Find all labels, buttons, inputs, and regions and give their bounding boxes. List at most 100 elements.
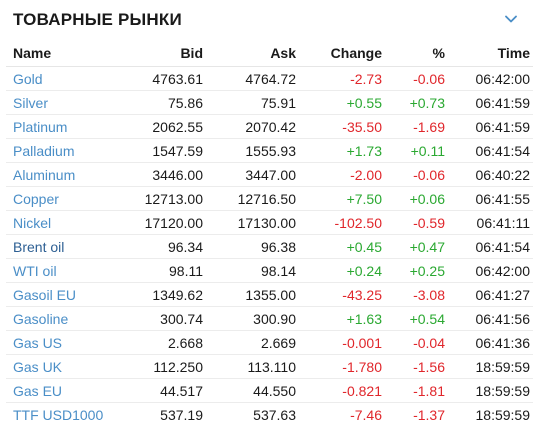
bid-cell: 112.250 xyxy=(121,354,203,379)
commodity-name-cell: Platinum xyxy=(6,114,121,139)
table-row[interactable]: Copper 12713.00 12716.50 +7.50 +0.06 06:41:55 xyxy=(6,186,533,211)
table-row[interactable]: Gas US 2.668 2.669 -0.001 -0.04 06:41:36 xyxy=(6,330,533,355)
table-row[interactable]: Gas EU 44.517 44.550 -0.821 -1.81 18:59:59 xyxy=(6,378,533,403)
commodity-link[interactable]: WTI oil xyxy=(13,262,57,279)
commodity-name-cell: Brent oil xyxy=(6,234,121,259)
commodity-link[interactable]: Gasoil EU xyxy=(13,286,77,303)
time-cell: 06:41:56 xyxy=(445,306,533,331)
bid-cell: 537.19 xyxy=(160,406,203,423)
change-cell: -1.780 xyxy=(296,354,382,379)
ask-cell: 4764.72 xyxy=(203,66,296,91)
percent-cell: +0.47 xyxy=(382,234,445,259)
bid-cell: 44.517 xyxy=(121,378,203,403)
table-row[interactable]: Gasoil EU 1349.62 1355.00 -43.25 -3.08 06:41:… xyxy=(6,282,533,307)
table-header-row: Name Bid Ask Change % Time xyxy=(6,40,533,67)
commodity-link[interactable]: Nickel xyxy=(13,214,52,231)
percent-cell: +0.11 xyxy=(382,138,445,163)
column-header-bid[interactable]: Bid xyxy=(121,40,203,67)
table-row[interactable]: WTI oil 98.11 98.14 +0.24 +0.25 06:42:00 xyxy=(6,258,533,283)
commodity-name-cell: Gold xyxy=(6,66,121,91)
table-row[interactable]: Gasoline 300.74 300.90 +1.63 +0.54 06:41:56 xyxy=(6,306,533,331)
time-cell: 06:41:59 xyxy=(445,114,533,139)
column-header-time[interactable]: Time xyxy=(445,40,533,67)
bid-cell: 96.34 xyxy=(121,234,203,259)
column-header-change[interactable]: Change xyxy=(296,40,382,67)
commodity-link[interactable]: Gas UK xyxy=(13,358,63,375)
percent-cell: -1.56 xyxy=(382,354,445,379)
commodity-name-cell: Aluminum xyxy=(6,162,121,187)
bid-cell: 12713.00 xyxy=(121,186,203,211)
table-row[interactable]: TTF USD1000 537.19 537.63 -7.46 -1.37 18:59:5… xyxy=(6,403,533,427)
commodity-name-cell: TTF USD1000 xyxy=(6,403,121,427)
time-cell: 06:40:22 xyxy=(445,162,533,187)
ask-cell: 12716.50 xyxy=(203,186,296,211)
column-header-percent[interactable]: % xyxy=(382,40,445,67)
bid-cell: 2.668 xyxy=(121,330,203,355)
commodity-name-cell: Palladium xyxy=(6,138,121,163)
percent-cell: +0.73 xyxy=(382,90,445,115)
time-cell: 18:59:59 xyxy=(475,406,531,423)
time-cell: 18:59:59 xyxy=(445,354,533,379)
change-cell: +1.73 xyxy=(296,138,382,163)
table-row[interactable]: Palladium 1547.59 1555.93 +1.73 +0.11 06:41:5… xyxy=(6,138,533,163)
change-cell: -2.73 xyxy=(296,66,382,91)
commodity-link[interactable]: Platinum xyxy=(13,118,68,135)
time-cell: 06:41:54 xyxy=(445,234,533,259)
commodity-link[interactable]: Gold xyxy=(13,70,43,87)
ask-cell: 537.63 xyxy=(253,406,296,423)
time-cell: 06:41:11 xyxy=(445,210,533,235)
commodity-name-cell: Silver xyxy=(6,90,121,115)
ask-cell: 1355.00 xyxy=(203,282,296,307)
percent-cell: -1.69 xyxy=(382,114,445,139)
change-cell: -0.821 xyxy=(296,378,382,403)
quotes-table: Name Bid Ask Change % Time Gold 4763.61 47… xyxy=(6,40,533,426)
bid-cell: 1349.62 xyxy=(121,282,203,307)
commodity-name-cell: Gasoil EU xyxy=(6,282,121,307)
widget-header: ТОВАРНЫЕ РЫНКИ xyxy=(6,0,533,40)
table-row[interactable]: Platinum 2062.55 2070.42 -35.50 -1.69 06:41:5… xyxy=(6,114,533,139)
change-cell: +0.45 xyxy=(296,234,382,259)
commodity-name-cell: WTI oil xyxy=(6,258,121,283)
commodity-link[interactable]: Silver xyxy=(13,94,49,111)
percent-cell: -1.81 xyxy=(382,378,445,403)
ask-cell: 300.90 xyxy=(203,306,296,331)
column-header-ask[interactable]: Ask xyxy=(203,40,296,67)
change-cell: +1.63 xyxy=(296,306,382,331)
ask-cell: 44.550 xyxy=(203,378,296,403)
table-row[interactable]: Gas UK 112.250 113.110 -1.780 -1.56 18:59:59 xyxy=(6,354,533,379)
ask-cell: 113.110 xyxy=(203,354,296,379)
commodity-link[interactable]: Gasoline xyxy=(13,310,69,327)
commodity-link[interactable]: Gas US xyxy=(13,334,63,351)
table-row[interactable]: Brent oil 96.34 96.38 +0.45 +0.47 06:41:54 xyxy=(6,234,533,259)
bid-cell: 1547.59 xyxy=(121,138,203,163)
time-cell: 06:42:00 xyxy=(445,66,533,91)
table-row[interactable]: Aluminum 3446.00 3447.00 -2.00 -0.06 06:40:22 xyxy=(6,162,533,187)
percent-cell: -0.06 xyxy=(382,162,445,187)
change-cell: -7.46 xyxy=(350,406,382,423)
chevron-down-icon[interactable] xyxy=(503,11,519,27)
commodity-link[interactable]: Gas EU xyxy=(13,382,63,399)
bid-cell: 300.74 xyxy=(121,306,203,331)
commodity-link[interactable]: Brent oil xyxy=(13,238,65,255)
time-cell: 06:41:36 xyxy=(445,330,533,355)
commodity-name-cell: Gasoline xyxy=(6,306,121,331)
commodity-name-cell: Copper xyxy=(6,186,121,211)
commodity-link[interactable]: Palladium xyxy=(13,142,75,159)
quotes-table-body: Gold 4763.61 4764.72 -2.73 -0.06 06:42:00 Silv… xyxy=(6,66,533,427)
table-row[interactable]: Silver 75.86 75.91 +0.55 +0.73 06:41:59 xyxy=(6,90,533,115)
commodity-name-cell: Gas UK xyxy=(6,354,121,379)
percent-cell: -1.37 xyxy=(413,406,445,423)
table-row[interactable]: Nickel 17120.00 17130.00 -102.50 -0.59 06:41:… xyxy=(6,210,533,235)
column-header-name[interactable]: Name xyxy=(6,40,121,67)
percent-cell: +0.25 xyxy=(382,258,445,283)
change-cell: +7.50 xyxy=(296,186,382,211)
commodity-link[interactable]: Copper xyxy=(13,190,59,207)
percent-cell: -0.59 xyxy=(382,210,445,235)
ask-cell: 75.91 xyxy=(203,90,296,115)
ask-cell: 2.669 xyxy=(203,330,296,355)
table-row[interactable]: Gold 4763.61 4764.72 -2.73 -0.06 06:42:00 xyxy=(6,66,533,91)
time-cell: 06:41:59 xyxy=(445,90,533,115)
change-cell: -0.001 xyxy=(296,330,382,355)
commodity-link[interactable]: Aluminum xyxy=(13,166,76,183)
commodity-link[interactable]: TTF USD1000 xyxy=(13,406,104,423)
